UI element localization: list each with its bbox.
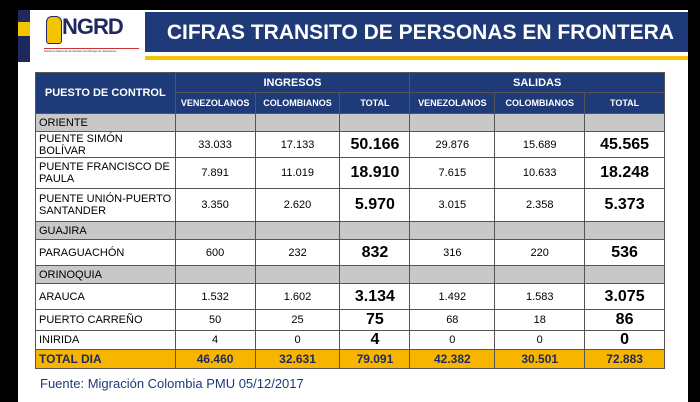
table-row: ARAUCA 1.532 1.602 3.134 1.492 1.583 3.075 [35, 283, 665, 310]
puesto-name: PARAGUACHÓN [35, 239, 176, 266]
value-cell: 220 [494, 239, 586, 266]
header-total-out: TOTAL [584, 92, 665, 114]
table-row: PUERTO CARREÑO 50 25 75 68 18 86 [35, 309, 665, 331]
value-cell: 2.620 [254, 188, 341, 222]
value-cell: 10.633 [494, 157, 586, 189]
value-cell: 4 [174, 330, 256, 350]
puesto-name: PUENTE SIMÓN BOLÍVAR [35, 131, 176, 158]
table-row: PARAGUACHÓN 600 232 832 316 220 536 [35, 239, 665, 266]
value-cell: 50 [174, 309, 256, 331]
value-cell: 3.350 [174, 188, 256, 222]
table-row: INIRIDA 4 0 4 0 0 0 [35, 330, 665, 350]
puesto-name: PUENTE UNIÓN-PUERTO SANTANDER [35, 188, 176, 222]
value-cell: 1.532 [174, 283, 256, 310]
value-cell: 2.358 [494, 188, 586, 222]
ngrd-logo: NGRD Sistema Nacional de Gestión del Rie… [18, 10, 145, 62]
table-row: PUENTE SIMÓN BOLÍVAR 33.033 17.133 50.166 29… [35, 131, 665, 158]
section-label: ORIENTE [35, 113, 176, 132]
total-label: TOTAL DIA [35, 349, 176, 369]
value-cell: 68 [409, 309, 496, 331]
total-cell: 50.166 [339, 131, 411, 158]
value-cell: 1.602 [254, 283, 341, 310]
total-cell: 4 [339, 330, 411, 350]
value-cell: 7.891 [174, 157, 256, 189]
logo-subtitle: Sistema Nacional de Gestión del Riesgo d… [44, 48, 139, 53]
value-cell: 3.015 [409, 188, 496, 222]
total-cell: 86 [584, 309, 665, 331]
puesto-name: PUENTE FRANCISCO DE PAULA [35, 157, 176, 189]
header-salidas: SALIDAS [409, 72, 665, 93]
total-value: 32.631 [254, 349, 341, 369]
value-cell: 232 [254, 239, 341, 266]
total-cell: 3.134 [339, 283, 411, 310]
total-cell: 18.248 [584, 157, 665, 189]
logo-name: NGRD [62, 14, 124, 39]
total-value: 42.382 [409, 349, 496, 369]
divider [145, 56, 688, 60]
section-row: ORINOQUIA [35, 265, 665, 284]
header-total-in: TOTAL [339, 92, 411, 114]
title-banner: CIFRAS TRANSITO DE PERSONAS EN FRONTERA [145, 12, 688, 52]
value-cell: 0 [254, 330, 341, 350]
total-cell: 3.075 [584, 283, 665, 310]
total-cell: 75 [339, 309, 411, 331]
table-row: PUENTE FRANCISCO DE PAULA 7.891 11.019 18.9… [35, 157, 665, 189]
value-cell: 11.019 [254, 157, 341, 189]
value-cell: 1.583 [494, 283, 586, 310]
slide: NGRD Sistema Nacional de Gestión del Rie… [18, 10, 688, 402]
header-puesto: PUESTO DE CONTROL [35, 72, 176, 114]
value-cell: 0 [409, 330, 496, 350]
page-title: CIFRAS TRANSITO DE PERSONAS EN FRONTERA [166, 21, 674, 44]
section-label: GUAJIRA [35, 221, 176, 240]
value-cell: 0 [494, 330, 586, 350]
total-cell: 536 [584, 239, 665, 266]
value-cell: 18 [494, 309, 586, 331]
value-cell: 600 [174, 239, 256, 266]
puesto-name: INIRIDA [35, 330, 176, 350]
value-cell: 17.133 [254, 131, 341, 158]
total-value: 72.883 [584, 349, 665, 369]
total-row: TOTAL DIA 46.460 32.631 79.091 42.382 30.501 7… [35, 349, 665, 369]
total-cell: 0 [584, 330, 665, 350]
section-label: ORINOQUIA [35, 265, 176, 284]
total-cell: 18.910 [339, 157, 411, 189]
value-cell: 1.492 [409, 283, 496, 310]
total-cell: 5.373 [584, 188, 665, 222]
header-ven-in: VENEZOLANOS [174, 92, 256, 114]
header-ingresos: INGRESOS [174, 72, 411, 93]
header-ven-out: VENEZOLANOS [409, 92, 496, 114]
puesto-name: ARAUCA [35, 283, 176, 310]
total-cell: 5.970 [339, 188, 411, 222]
hand-emblem-icon [46, 16, 62, 44]
total-cell: 45.565 [584, 131, 665, 158]
total-value: 30.501 [494, 349, 586, 369]
value-cell: 33.033 [174, 131, 256, 158]
total-cell: 832 [339, 239, 411, 266]
source-note: Fuente: Migración Colombia PMU 05/12/201… [40, 376, 304, 391]
header-col-in: COLOMBIANOS [254, 92, 341, 114]
value-cell: 29.876 [409, 131, 496, 158]
section-row: GUAJIRA [35, 221, 665, 240]
table-row: PUENTE UNIÓN-PUERTO SANTANDER 3.350 2.620 5… [35, 188, 665, 222]
value-cell: 25 [254, 309, 341, 331]
total-value: 79.091 [339, 349, 411, 369]
total-value: 46.460 [174, 349, 256, 369]
value-cell: 316 [409, 239, 496, 266]
value-cell: 15.689 [494, 131, 586, 158]
border-transit-table: PUESTO DE CONTROL INGRESOS SALIDAS VENEZ… [35, 72, 665, 369]
section-row: ORIENTE [35, 113, 665, 132]
header-col-out: COLOMBIANOS [494, 92, 586, 114]
value-cell: 7.615 [409, 157, 496, 189]
puesto-name: PUERTO CARREÑO [35, 309, 176, 331]
